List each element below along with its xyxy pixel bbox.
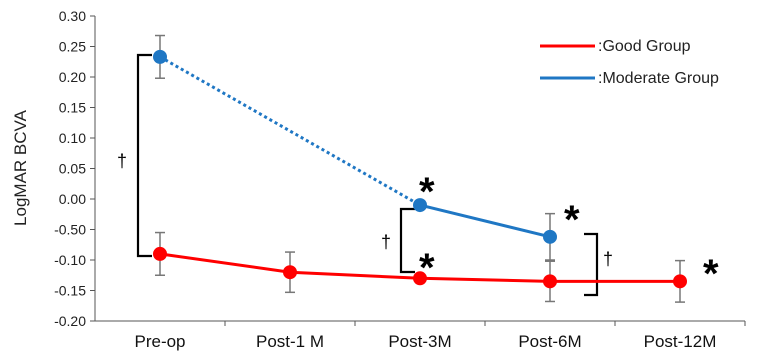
data-point-post-6m [543, 229, 557, 244]
axes: 0.30 0.25 0.20 0.15 0.10 0.05 0.00 -0.50 -0.10 -0… [11, 8, 746, 351]
bracket-post-3m [399, 207, 415, 274]
y-tick-label: 0.15 [59, 100, 86, 116]
y-tick-label: 0.25 [59, 39, 86, 55]
y-tick-label: -0.15 [54, 283, 86, 299]
y-tick-label: 0.05 [59, 161, 86, 177]
y-tick-label: 0.20 [59, 69, 86, 85]
bracket-post-6m [584, 232, 599, 297]
data-point-post-12m [673, 274, 687, 289]
data-point-post-6m [543, 274, 557, 289]
asterisk-post-3m-moderate: * [419, 170, 435, 214]
y-tick-label: -0.50 [54, 222, 86, 238]
y-axis-label: LogMAR BCVA [11, 109, 30, 226]
asterisk-post-6m-moderate: * [564, 198, 580, 242]
x-tick-label: Post-12M [644, 332, 717, 351]
x-tick-label: Post-3M [388, 332, 451, 351]
series-1-segment [159, 55, 421, 207]
data-point-post-3m [413, 271, 427, 286]
legend: :Good Group :Moderate Group [540, 38, 719, 87]
x-tick-label: Pre-op [134, 332, 185, 351]
asterisk-post-3m-good: * [419, 246, 435, 290]
y-tick-label: 0.30 [59, 8, 86, 24]
x-tick-label: Post-6M [518, 332, 581, 351]
y-tick-label: 0.10 [59, 130, 86, 146]
data-point-pre-op [153, 246, 167, 261]
series-layer [153, 34, 687, 303]
asterisks: * * * * [419, 170, 719, 296]
series-1 [153, 34, 557, 261]
significance-brackets: † † † [117, 53, 613, 297]
asterisk-post-12m-good: * [703, 252, 719, 296]
y-tick-label: 0.00 [59, 191, 86, 207]
data-point-post-3m [413, 198, 427, 213]
x-ticks: Pre-op Post-1 M Post-3M Post-6M Post-12M [134, 321, 746, 351]
dagger-post-6m: † [603, 249, 613, 269]
legend-label-good: :Good Group [598, 38, 691, 55]
dagger-pre-op: † [117, 151, 127, 171]
x-tick-label: Post-1 M [256, 332, 324, 351]
dagger-post-3m: † [381, 232, 391, 252]
data-point-pre-op [153, 49, 167, 64]
legend-label-moderate: :Moderate Group [598, 70, 719, 87]
bracket-pre-op [136, 53, 152, 258]
y-ticks: 0.30 0.25 0.20 0.15 0.10 0.05 0.00 -0.50 -0.10 -0… [54, 8, 95, 329]
y-tick-label: -0.10 [54, 252, 86, 268]
y-tick-label: -0.20 [54, 313, 86, 329]
series-1-segment [419, 203, 551, 239]
series-0 [153, 231, 687, 303]
data-point-post-1-m [283, 265, 297, 280]
